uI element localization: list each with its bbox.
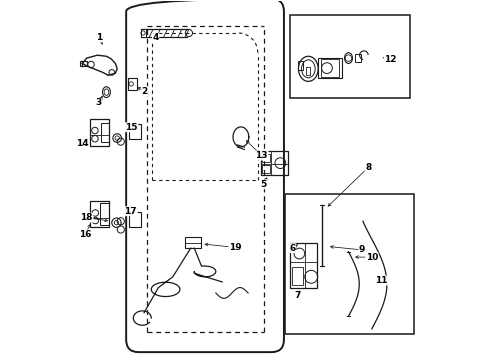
Bar [100,203,109,225]
Text: 14: 14 [76,139,88,148]
Bar [305,67,310,75]
Bar [129,125,140,139]
Text: 5: 5 [260,180,266,189]
Text: 6: 6 [289,244,295,253]
Bar [90,201,109,226]
Bar [128,78,137,90]
Bar [89,119,109,146]
Bar [285,194,413,334]
Text: 18: 18 [81,213,93,222]
Text: 4: 4 [152,33,159,42]
Text: 3: 3 [95,98,101,107]
Bar [101,123,109,142]
Text: 9: 9 [358,246,365,255]
Bar [297,60,303,69]
Bar [318,58,341,78]
Text: 12: 12 [384,55,396,64]
Text: 19: 19 [228,243,241,252]
Text: 13: 13 [255,151,267,160]
Text: 15: 15 [125,123,138,132]
Text: 11: 11 [374,276,387,285]
Bar [80,61,86,66]
Text: 10: 10 [365,253,377,262]
Text: 16: 16 [79,230,91,239]
Bar [140,29,145,37]
Text: 8: 8 [365,163,370,172]
Bar [290,243,317,288]
Bar [262,165,270,173]
Bar [262,154,270,162]
Text: 2: 2 [142,86,148,95]
Bar [289,15,409,98]
Bar [260,151,287,175]
Text: 7: 7 [294,291,300,300]
Text: 17: 17 [124,207,137,216]
Bar [129,212,140,226]
Bar [292,267,303,285]
Bar [185,237,201,248]
Bar [320,59,339,77]
Text: 1: 1 [96,33,102,42]
Bar [354,54,361,62]
